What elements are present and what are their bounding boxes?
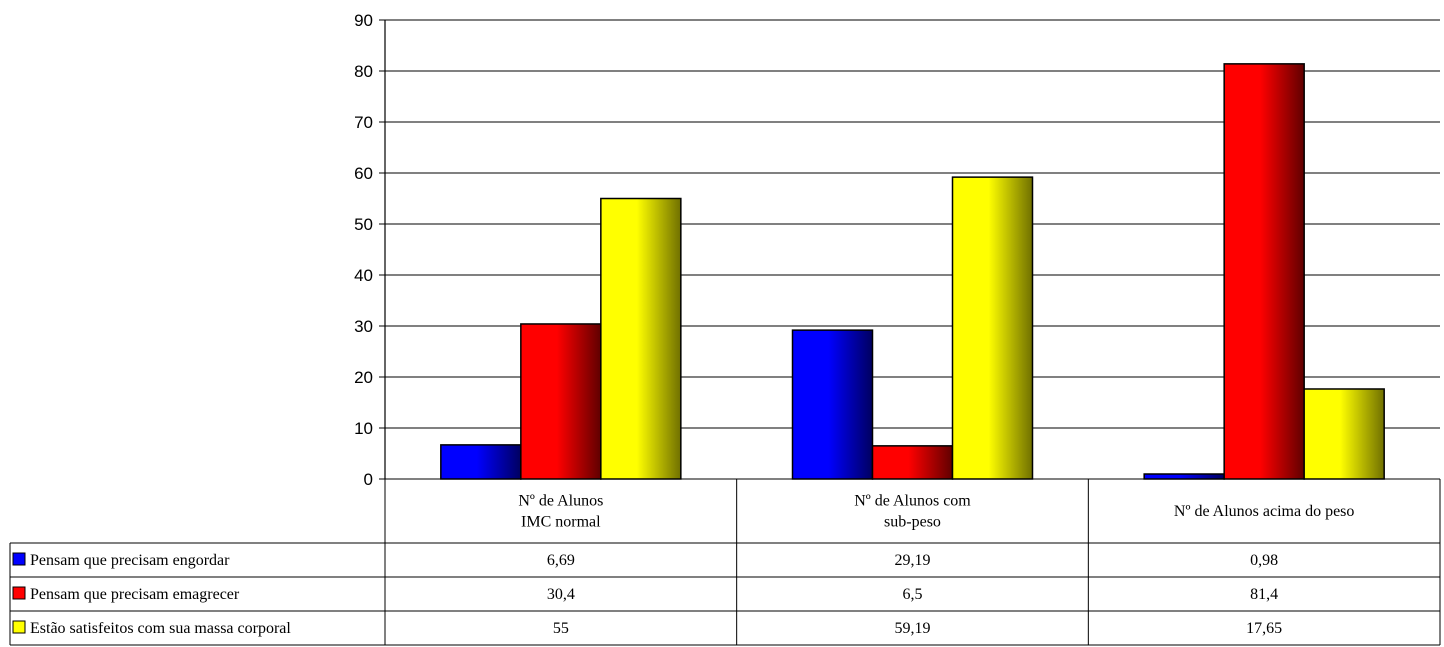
bar <box>1223 63 1305 480</box>
y-tick-label: 40 <box>354 266 373 285</box>
bar <box>1303 388 1385 480</box>
bar <box>1143 473 1225 480</box>
bar <box>600 197 682 480</box>
category-label: Nº de Alunos acima do peso <box>1174 503 1354 520</box>
category-label: Nº de Alunos com <box>854 493 971 510</box>
y-tick-label: 0 <box>364 470 373 489</box>
data-label: 59,19 <box>895 620 931 637</box>
bar <box>440 444 522 480</box>
category-label: Nº de Alunos <box>518 493 603 510</box>
data-label: 6,5 <box>903 586 923 603</box>
data-label: 6,69 <box>547 552 575 569</box>
y-axis: 0 10 20 30 40 50 60 70 80 90 <box>354 11 386 489</box>
y-tick-label: 30 <box>354 317 373 336</box>
category-label: sub-peso <box>884 514 941 531</box>
y-tick-label: 80 <box>354 62 373 81</box>
category-label: IMC normal <box>521 514 601 531</box>
y-tick-label: 90 <box>354 11 373 30</box>
bar <box>520 323 602 480</box>
data-table: Nº de Alunos IMC normal Nº de Alunos com su… <box>9 479 1441 646</box>
legend-swatch <box>12 620 26 634</box>
bars <box>440 63 1385 480</box>
y-tick-label: 50 <box>354 215 373 234</box>
y-tick-label: 70 <box>354 113 373 132</box>
legend-label: Pensam que precisam engordar <box>30 552 230 569</box>
data-label: 55 <box>553 620 569 637</box>
data-label: 30,4 <box>547 586 575 603</box>
legend-label: Estão satisfeitos com sua massa corporal <box>30 620 291 637</box>
bar <box>791 329 874 480</box>
legend-swatch <box>12 586 26 600</box>
bar <box>951 176 1034 480</box>
y-tick-label: 60 <box>354 164 373 183</box>
bar <box>871 445 954 480</box>
y-tick-label: 10 <box>354 419 373 438</box>
legend-swatch <box>12 552 26 566</box>
data-label: 81,4 <box>1250 586 1278 603</box>
y-tick-label: 20 <box>354 368 373 387</box>
data-label: 0,98 <box>1250 552 1278 569</box>
data-label: 29,19 <box>895 552 931 569</box>
data-label: 17,65 <box>1246 620 1282 637</box>
legend-label: Pensam que precisam emagrecer <box>30 586 240 603</box>
